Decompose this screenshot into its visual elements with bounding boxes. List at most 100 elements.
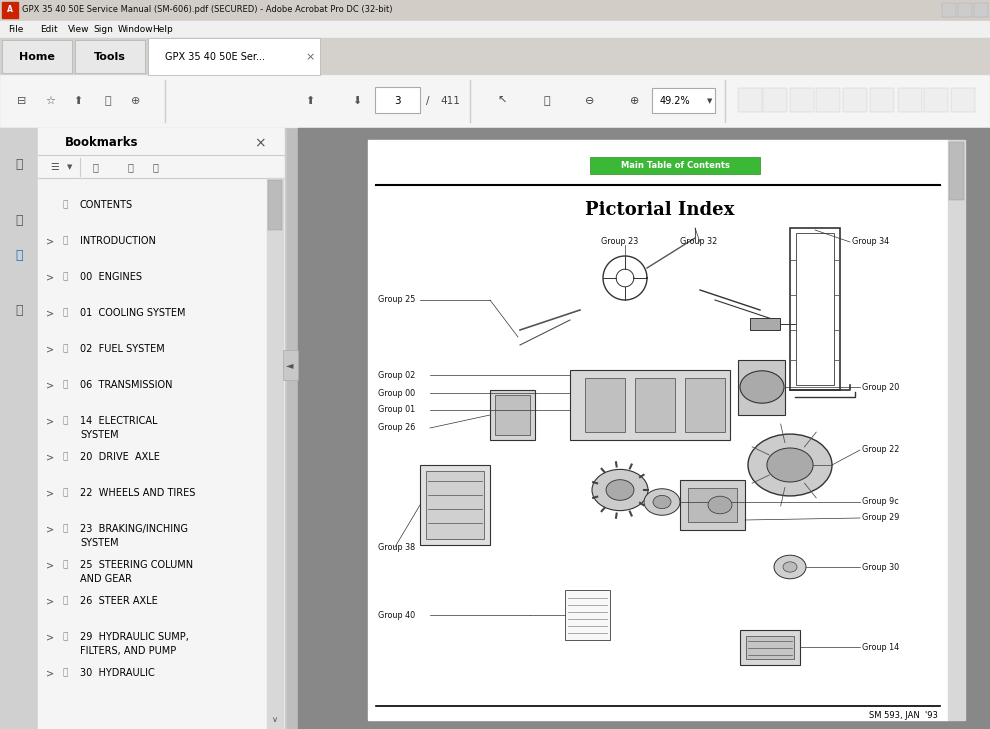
- Text: Group 30: Group 30: [862, 563, 899, 572]
- Circle shape: [774, 555, 806, 579]
- Text: 22  WHEELS AND TIRES: 22 WHEELS AND TIRES: [80, 488, 195, 498]
- Text: SYSTEM: SYSTEM: [80, 538, 119, 548]
- Bar: [585, 378, 625, 432]
- Bar: [948, 140, 965, 720]
- Text: >: >: [46, 380, 54, 390]
- Text: 🔖: 🔖: [15, 249, 23, 262]
- Text: Group 34: Group 34: [852, 238, 889, 246]
- Bar: [635, 378, 675, 432]
- Text: 14  ELECTRICAL: 14 ELECTRICAL: [80, 416, 157, 426]
- Bar: [816, 88, 840, 112]
- Text: >: >: [46, 668, 54, 678]
- Text: /: /: [427, 96, 430, 106]
- Bar: [268, 180, 282, 230]
- Bar: [790, 88, 814, 112]
- Text: 🔖: 🔖: [62, 236, 67, 245]
- Text: >: >: [46, 596, 54, 606]
- Bar: [949, 142, 964, 200]
- Text: SM 593, JAN  '93: SM 593, JAN '93: [869, 712, 938, 720]
- Text: 06  TRANSMISSION: 06 TRANSMISSION: [80, 380, 172, 390]
- Bar: [2, 40, 72, 73]
- Bar: [368, 140, 948, 720]
- Text: ◄: ◄: [286, 360, 294, 370]
- Text: 30  HYDRAULIC: 30 HYDRAULIC: [80, 668, 154, 678]
- Text: >: >: [46, 632, 54, 642]
- Text: >: >: [46, 560, 54, 570]
- Text: 🔖: 🔖: [62, 272, 67, 281]
- Text: Main Table of Contents: Main Table of Contents: [621, 160, 730, 170]
- Text: >: >: [46, 524, 54, 534]
- Bar: [796, 233, 834, 385]
- Bar: [898, 88, 922, 112]
- Bar: [565, 590, 610, 640]
- Text: ⊖: ⊖: [585, 96, 595, 106]
- Bar: [951, 88, 975, 112]
- Bar: [0, 0, 990, 21]
- Text: 🔒: 🔒: [15, 158, 23, 171]
- Text: AND GEAR: AND GEAR: [80, 574, 132, 584]
- Text: ⬆: ⬆: [305, 96, 315, 106]
- Text: 🔖: 🔖: [62, 380, 67, 389]
- Circle shape: [767, 448, 813, 482]
- Bar: [420, 465, 490, 545]
- Bar: [570, 370, 730, 440]
- Bar: [490, 390, 535, 440]
- Text: ⊕: ⊕: [631, 96, 640, 106]
- Text: A: A: [7, 6, 13, 15]
- Text: GPX 35 40 50E Service Manual (SM-606).pdf (SECURED) - Adobe Acrobat Pro DC (32-b: GPX 35 40 50E Service Manual (SM-606).pd…: [22, 6, 392, 15]
- Circle shape: [644, 488, 680, 515]
- Bar: [652, 88, 715, 113]
- Text: 🔖: 🔖: [62, 524, 67, 533]
- Circle shape: [740, 371, 784, 403]
- Text: 🔖: 🔖: [62, 416, 67, 425]
- Text: >: >: [46, 308, 54, 318]
- Text: ▼: ▼: [707, 98, 713, 104]
- Text: 49.2%: 49.2%: [659, 96, 690, 106]
- Text: 00  ENGINES: 00 ENGINES: [80, 272, 142, 282]
- Text: 🖼: 🖼: [152, 162, 158, 172]
- Text: >: >: [46, 272, 54, 282]
- Bar: [267, 178, 283, 729]
- Text: 02  FUEL SYSTEM: 02 FUEL SYSTEM: [80, 344, 164, 354]
- Text: 01  COOLING SYSTEM: 01 COOLING SYSTEM: [80, 308, 185, 318]
- Bar: [0, 75, 990, 128]
- Bar: [942, 3, 956, 17]
- Bar: [738, 360, 785, 415]
- Text: 🔖: 🔖: [62, 488, 67, 497]
- Text: Window: Window: [118, 25, 153, 34]
- Text: Group 38: Group 38: [378, 542, 415, 552]
- Text: 🔖: 🔖: [62, 452, 67, 461]
- Text: ☆: ☆: [45, 96, 55, 106]
- Text: >: >: [46, 416, 54, 426]
- Bar: [746, 636, 794, 659]
- Text: Bookmarks: Bookmarks: [65, 136, 139, 149]
- Text: 📄: 📄: [15, 214, 23, 227]
- Circle shape: [748, 434, 832, 496]
- Bar: [375, 87, 420, 113]
- Circle shape: [592, 469, 648, 510]
- Text: ▼: ▼: [67, 164, 72, 170]
- Text: ☰: ☰: [50, 162, 59, 172]
- Text: 🔖: 🔖: [62, 200, 67, 209]
- Bar: [0, 128, 38, 729]
- Text: ⬆: ⬆: [73, 96, 83, 106]
- Bar: [740, 630, 800, 665]
- Bar: [974, 3, 988, 17]
- Bar: [763, 88, 787, 112]
- Text: Group 00: Group 00: [378, 389, 415, 397]
- Text: ⊕: ⊕: [132, 96, 141, 106]
- Bar: [843, 88, 867, 112]
- Circle shape: [708, 496, 732, 514]
- Bar: [958, 3, 972, 17]
- Text: 🔖: 🔖: [62, 668, 67, 677]
- Text: ✋: ✋: [544, 96, 550, 106]
- Text: ∨: ∨: [272, 715, 278, 725]
- Text: Group 26: Group 26: [378, 424, 415, 432]
- Bar: [688, 488, 737, 522]
- Bar: [38, 128, 285, 729]
- Text: Group 14: Group 14: [862, 642, 899, 652]
- Text: Group 22: Group 22: [862, 445, 899, 454]
- Text: Group 01: Group 01: [378, 405, 415, 415]
- Text: Group 29: Group 29: [862, 513, 899, 523]
- Text: Group 40: Group 40: [378, 610, 415, 620]
